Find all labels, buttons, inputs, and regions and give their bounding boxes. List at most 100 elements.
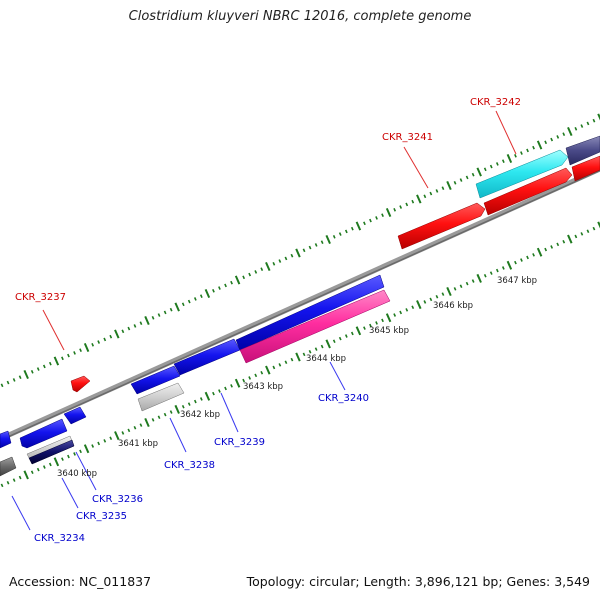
outer-tick [0, 383, 4, 388]
inner-tick [562, 239, 566, 244]
inner-tick [483, 273, 487, 278]
gene-CKR_3243[interactable] [565, 135, 600, 166]
inner-tick [199, 397, 203, 401]
inner-tick [109, 436, 113, 441]
outer-tick [489, 164, 493, 169]
outer-tick [67, 353, 70, 358]
inner-tick [290, 357, 294, 362]
inner-tick [36, 467, 40, 472]
inner-tick [169, 410, 173, 414]
inner-tick [385, 313, 392, 323]
outer-tick [550, 137, 554, 142]
inner-tick [411, 305, 415, 310]
inner-tick [393, 313, 397, 317]
outer-tick [495, 162, 499, 166]
inner-tick [151, 418, 155, 422]
inner-tick [429, 297, 433, 302]
inner-tick [248, 376, 252, 380]
inner-tick [181, 404, 185, 409]
gene-label-CKR_3237[interactable]: CKR_3237 [15, 292, 66, 303]
inner-tick [501, 266, 505, 270]
outer-tick [103, 337, 107, 342]
gene-label-CKR_3242[interactable]: CKR_3242 [470, 97, 521, 108]
inner-tick [265, 365, 271, 375]
gene-CKR_3235[interactable] [26, 435, 75, 465]
gene-CKR_3240[interactable] [239, 289, 391, 364]
outer-tick [218, 286, 221, 290]
inner-tick [218, 389, 221, 393]
gene-label-CKR_3238[interactable]: CKR_3238 [164, 460, 215, 471]
position-label-3643: 3643 kbp [243, 382, 283, 392]
outer-tick [272, 261, 276, 266]
inner-tick [597, 221, 600, 229]
gene-CKR_3236[interactable] [63, 406, 87, 425]
outer-tick [295, 248, 301, 258]
outer-tick [265, 261, 271, 272]
outer-tick [441, 186, 445, 191]
gene-CKR_3244[interactable] [571, 155, 600, 182]
gene-label-CKR_3241[interactable]: CKR_3241 [382, 132, 433, 143]
outer-tick [532, 145, 535, 150]
outer-tick [242, 275, 246, 280]
gene-CKR_3242[interactable] [475, 149, 569, 199]
inner-tick [302, 352, 306, 357]
outer-tick [6, 380, 10, 385]
gene-CKR_3237[interactable] [70, 375, 91, 393]
genome-summary: Topology: circular; Length: 3,896,121 bp… [246, 574, 590, 589]
outer-tick [314, 243, 318, 247]
inner-tick [144, 417, 150, 428]
gene-CKR_3233[interactable] [0, 456, 17, 477]
outer-tick [429, 191, 433, 196]
gene-label-CKR_3240[interactable]: CKR_3240 [318, 393, 369, 404]
inner-tick [254, 373, 258, 378]
outer-tick [375, 216, 378, 220]
gene-CKR_3234[interactable] [19, 418, 68, 449]
outer-tick [405, 202, 409, 207]
outer-tick [284, 256, 288, 261]
gene-label-CKR_3234[interactable]: CKR_3234 [34, 533, 85, 544]
inner-tick [369, 323, 372, 328]
inner-tick [272, 365, 276, 370]
inner-tick [536, 247, 543, 257]
outer-tick [127, 326, 131, 331]
gene-label-CKR_3236[interactable]: CKR_3236 [92, 494, 143, 505]
outer-tick [435, 189, 439, 193]
inner-tick [163, 412, 167, 417]
outer-tick [73, 351, 76, 355]
position-label-3640: 3640 kbp [57, 469, 97, 479]
gene-label-CKR_3235[interactable]: CKR_3235 [76, 511, 127, 522]
inner-tick [550, 245, 554, 249]
outer-tick [151, 315, 155, 320]
outer-tick [290, 253, 294, 258]
inner-tick [127, 428, 131, 433]
outer-tick [586, 121, 590, 126]
inner-tick [212, 391, 215, 396]
gene-label-CKR_3239[interactable]: CKR_3239 [214, 437, 265, 448]
inner-tick [53, 457, 60, 467]
inner-tick [295, 352, 301, 362]
outer-tick [278, 259, 282, 263]
inner-tick [242, 378, 246, 383]
inner-tick [338, 336, 342, 341]
inner-tick [61, 457, 64, 461]
outer-tick [109, 334, 113, 339]
gene-left-edge[interactable] [0, 430, 12, 449]
inner-tick [204, 391, 211, 401]
outer-tick [234, 275, 241, 285]
inner-tick [441, 292, 445, 296]
gene-CKR_3241[interactable] [483, 167, 573, 216]
outer-tick [350, 226, 354, 231]
position-label-3647: 3647 kbp [497, 276, 537, 286]
inner-tick [187, 402, 191, 406]
gene-CKR_3238[interactable] [130, 365, 185, 412]
outer-tick [248, 272, 252, 277]
map-title: Clostridium kluyveri NBRC 12016, complet… [128, 9, 472, 24]
inner-tick [18, 475, 22, 480]
outer-tick [48, 361, 52, 366]
inner-tick [446, 286, 452, 297]
outer-tick [506, 153, 513, 164]
inner-tick [574, 234, 578, 239]
gene-CKR_3241-segment[interactable] [397, 202, 486, 250]
outer-tick [121, 329, 125, 334]
outer-tick [30, 369, 34, 374]
